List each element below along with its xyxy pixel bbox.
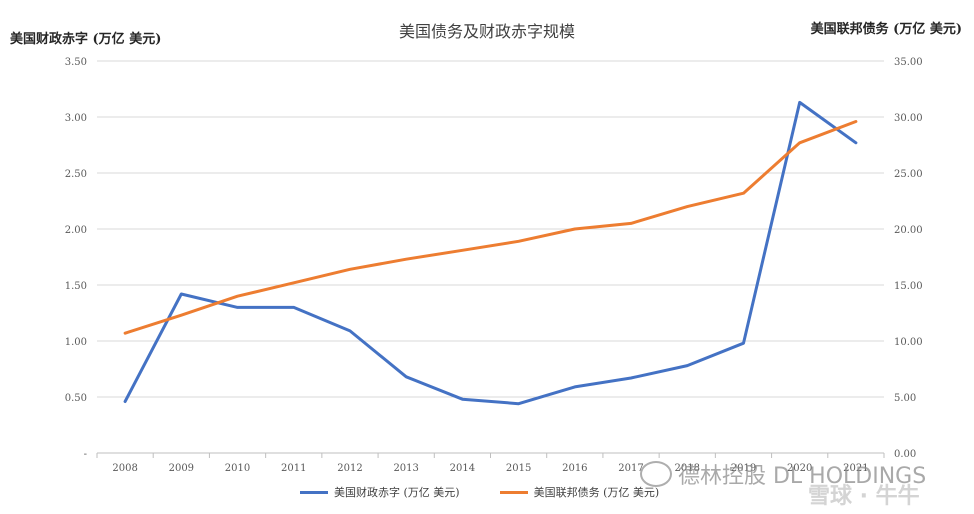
right-tick-label: 5.00 [894,393,916,404]
x-tick-label: 2009 [169,463,194,474]
x-tick-label: 2020 [787,463,812,474]
series-line-deficit [123,100,858,406]
legend-item-debt: 美国联邦债务 (万亿 美元) [499,484,660,500]
left-tick-label: 3.50 [65,57,87,68]
x-tick-label: 2016 [562,463,587,474]
legend-swatch-debt [499,490,528,494]
x-tick-label: 2013 [393,463,418,474]
x-tick-label: 2021 [843,463,868,474]
watermark-secondary: 雪球 · 牛牛 [808,484,920,509]
right-tick-label: 35.00 [894,57,923,68]
legend-label-deficit: 美国财政赤字 (万亿 美元) [334,486,460,499]
wechat-icon [640,461,672,487]
legend-item-deficit: 美国财政赤字 (万亿 美元) [300,484,460,500]
left-axis-label: 美国财政赤字 (万亿 美元) [10,32,162,47]
legend: 美国财政赤字 (万亿 美元) 美国联邦债务 (万亿 美元) [300,484,659,500]
series-line-debt [123,120,858,335]
x-tick-label: 2010 [225,463,250,474]
x-tick-label: 2017 [618,463,643,474]
right-tick-label: 15.00 [894,281,923,292]
x-tick-label: 2015 [506,463,531,474]
legend-label-debt: 美国联邦债务 (万亿 美元) [533,486,660,499]
x-tick-label: 2008 [112,463,137,474]
x-tick-label: 2019 [731,463,756,474]
chart-title: 美国债务及财政赤字规模 [398,22,575,41]
watermark: 德林控股 DL HOLDINGS [640,458,926,490]
left-tick-label: 2.00 [65,225,87,236]
x-tick-label: 2012 [337,463,362,474]
left-tick-label: 1.00 [65,337,87,348]
right-tick-label: 20.00 [894,225,923,236]
right-tick-label: 0.00 [894,449,916,460]
x-tick-label: 2018 [675,463,700,474]
left-tick-label: 1.50 [65,281,87,292]
left-tick-label: 0.50 [65,393,87,404]
right-axis-label: 美国联邦债务 (万亿 美元) [810,22,962,37]
left-tick-label: 3.00 [65,113,87,124]
x-tick-label: 2014 [450,463,475,474]
right-tick-label: 30.00 [894,113,923,124]
x-tick-label: 2011 [281,463,306,474]
legend-swatch-deficit [300,490,328,494]
left-tick-label: 2.50 [65,169,87,180]
watermark-text: 德林控股 DL HOLDINGS [678,464,927,489]
left-tick-label: - [84,449,87,460]
right-tick-label: 25.00 [894,169,923,180]
right-tick-label: 10.00 [894,337,923,348]
